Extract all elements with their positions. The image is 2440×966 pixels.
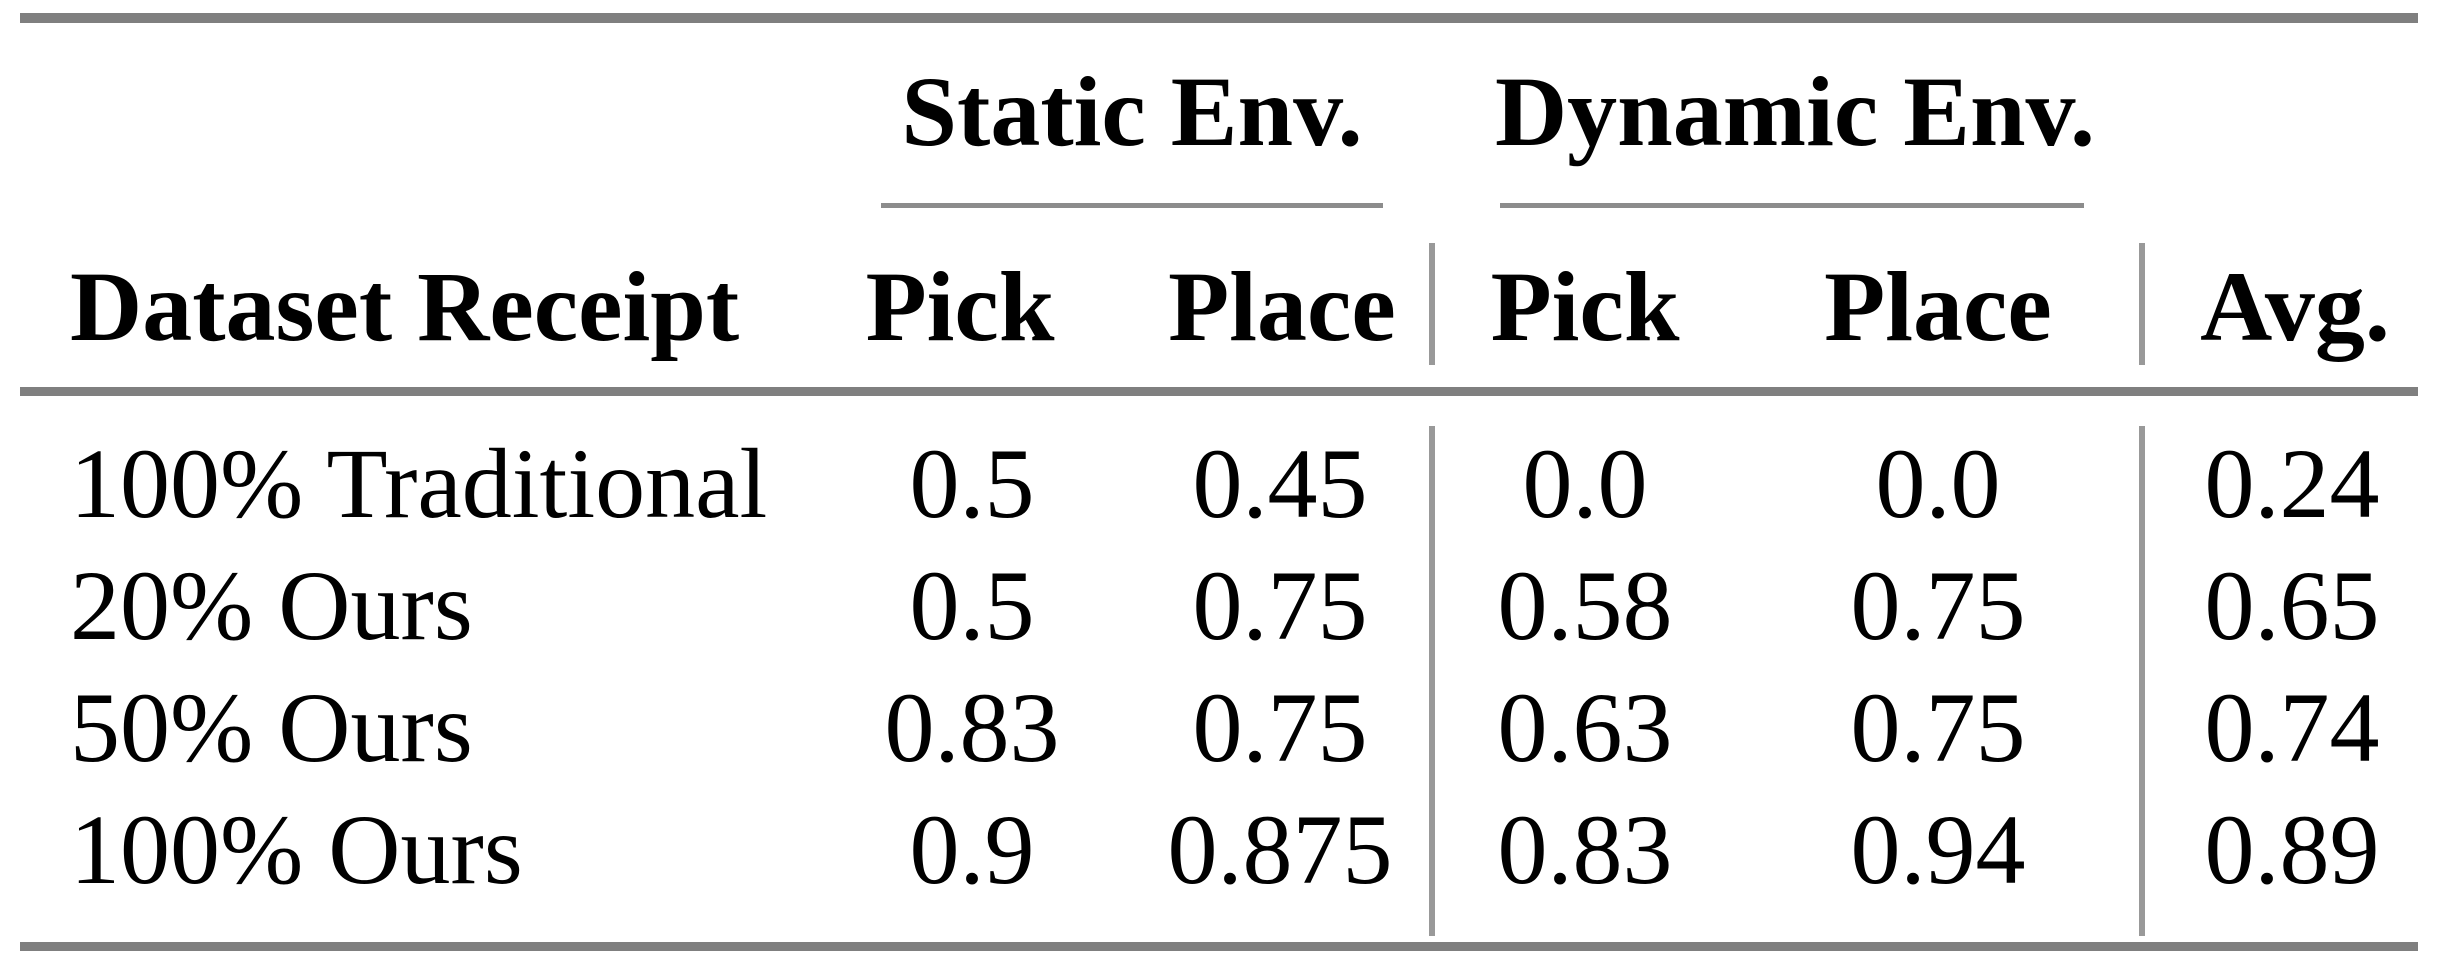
cell-static-place: 0.875	[1167, 794, 1393, 905]
cell-static-place: 0.75	[1192, 672, 1368, 783]
cell-avg: 0.74	[2204, 672, 2380, 783]
cell-dynamic-pick: 0.83	[1497, 794, 1673, 905]
cell-dynamic-place: 0.94	[1850, 794, 2026, 905]
cell-static-pick: 0.9	[909, 794, 1035, 905]
vertical-separator-1-body	[1429, 426, 1435, 936]
vertical-separator-2-header	[2139, 243, 2145, 365]
cell-static-pick: 0.5	[909, 550, 1035, 661]
group-header-static-env: Static Env.	[901, 56, 1363, 167]
row-label: 100% Traditional	[70, 428, 768, 539]
cell-static-place: 0.45	[1192, 428, 1368, 539]
cell-dynamic-place: 0.0	[1875, 428, 2001, 539]
group-header-dynamic-env: Dynamic Env.	[1494, 56, 2096, 167]
vertical-separator-2-body	[2139, 426, 2145, 936]
cell-dynamic-place: 0.75	[1850, 672, 2026, 783]
cmidrule-dynamic	[1500, 203, 2084, 208]
row-label: 100% Ours	[70, 794, 523, 905]
column-header-static-place: Place	[1168, 251, 1396, 362]
column-header-dynamic-place: Place	[1824, 251, 2052, 362]
cell-static-pick: 0.5	[909, 428, 1035, 539]
bottom-rule	[20, 942, 2418, 951]
vertical-separator-1-header	[1429, 243, 1435, 365]
column-header-static-pick: Pick	[865, 251, 1055, 362]
cell-dynamic-place: 0.75	[1850, 550, 2026, 661]
cell-static-pick: 0.83	[884, 672, 1060, 783]
row-label: 20% Ours	[70, 550, 473, 661]
cell-dynamic-pick: 0.0	[1522, 428, 1648, 539]
column-header-dataset-receipt: Dataset Receipt	[70, 251, 740, 362]
row-label: 50% Ours	[70, 672, 473, 783]
cell-dynamic-pick: 0.63	[1497, 672, 1673, 783]
top-rule	[20, 13, 2418, 23]
cell-avg: 0.89	[2204, 794, 2380, 905]
cmidrule-static	[881, 203, 1383, 208]
cell-avg: 0.65	[2204, 550, 2380, 661]
mid-rule	[20, 387, 2418, 396]
cell-static-place: 0.75	[1192, 550, 1368, 661]
cell-avg: 0.24	[2204, 428, 2380, 539]
cell-dynamic-pick: 0.58	[1497, 550, 1673, 661]
column-header-dynamic-pick: Pick	[1490, 251, 1680, 362]
column-header-avg: Avg.	[2200, 251, 2390, 362]
